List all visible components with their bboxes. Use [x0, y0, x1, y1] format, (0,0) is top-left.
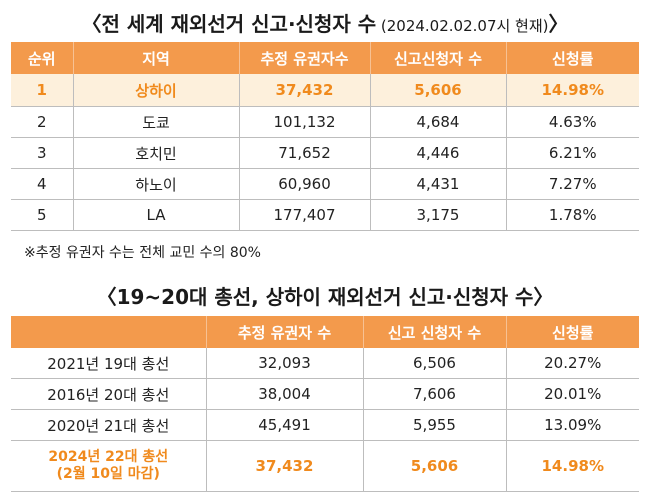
table-row: 5 LA 177,407 3,175 1.78%	[11, 199, 639, 231]
voters-cell: 45,491	[206, 409, 364, 441]
rank-cell: 5	[11, 199, 74, 231]
shanghai-election-table: 추정 유권자 수 신고 신청자 수 신청률 2021년 19대 총선 32,09…	[11, 316, 639, 492]
rate-cell: 20.01%	[506, 378, 639, 410]
table2-title: 〈19~20대 총선, 상하이 재외선거 신고·신청자 수〉	[96, 285, 554, 309]
table-header-row: 순위 지역 추정 유권자수 신고신청자 수 신청률	[11, 42, 639, 74]
rank-cell: 2	[11, 106, 74, 138]
region-cell: LA	[73, 199, 240, 231]
column-header-est-voters: 추정 유권자수	[239, 42, 371, 74]
applicants-cell: 7,606	[363, 378, 507, 410]
rank-cell: 1	[11, 74, 74, 107]
table-row: 4 하노이 60,960 4,431 7.27%	[11, 168, 639, 200]
deadline-label: (2월 10일 마감)	[56, 466, 160, 482]
region-cell: 도쿄	[73, 106, 240, 138]
voters-cell: 37,432	[239, 74, 371, 107]
region-cell: 상하이	[73, 74, 240, 107]
table1-title: 〈전 세계 재외선거 신고·신청자 수 (2024.02.02.07시 현재)〉	[81, 12, 569, 36]
applicants-cell: 4,446	[370, 137, 507, 169]
applicants-cell: 5,606	[363, 440, 507, 492]
rate-cell: 20.27%	[506, 348, 639, 379]
election-cell: 2021년 19대 총선	[11, 348, 207, 379]
region-cell: 호치민	[73, 137, 240, 169]
rate-cell: 14.98%	[506, 74, 639, 107]
table-row-current: 2024년 22대 총선 (2월 10일 마감) 37,432 5,606 14…	[11, 440, 639, 492]
voters-cell: 101,132	[239, 106, 371, 138]
table-row: 2 도쿄 101,132 4,684 4.63%	[11, 106, 639, 138]
footnote: ※추정 유권자 수는 전체 교민 수의 80%	[24, 245, 261, 261]
voters-cell: 37,432	[206, 440, 364, 492]
election-cell: 2020년 21대 총선	[11, 409, 207, 441]
election-cell: 2016년 20대 총선	[11, 378, 207, 410]
rate-cell: 13.09%	[506, 409, 639, 441]
voters-cell: 38,004	[206, 378, 364, 410]
rate-cell: 4.63%	[506, 106, 639, 138]
voters-cell: 32,093	[206, 348, 364, 379]
rate-cell: 7.27%	[506, 168, 639, 200]
column-header-election	[11, 316, 207, 348]
column-header-rate: 신청률	[506, 316, 639, 348]
rate-cell: 6.21%	[506, 137, 639, 169]
rank-cell: 3	[11, 137, 74, 169]
table-row: 2016년 20대 총선 38,004 7,606 20.01%	[11, 378, 639, 410]
applicants-cell: 3,175	[370, 199, 507, 231]
applicants-cell: 5,606	[370, 74, 507, 107]
rate-cell: 1.78%	[506, 199, 639, 231]
applicants-cell: 4,684	[370, 106, 507, 138]
column-header-est-voters: 추정 유권자 수	[206, 316, 364, 348]
table-row: 2020년 21대 총선 45,491 5,955 13.09%	[11, 409, 639, 441]
column-header-rate: 신청률	[506, 42, 639, 74]
table-header-row: 추정 유권자 수 신고 신청자 수 신청률	[11, 316, 639, 348]
applicants-cell: 6,506	[363, 348, 507, 379]
election-label: 2024년 22대 총선	[48, 449, 169, 465]
column-header-region: 지역	[73, 42, 240, 74]
rank-cell: 4	[11, 168, 74, 200]
table-row: 1 상하이 37,432 5,606 14.98%	[11, 74, 639, 107]
voters-cell: 177,407	[239, 199, 371, 231]
column-header-applicants: 신고 신청자 수	[363, 316, 507, 348]
voters-cell: 71,652	[239, 137, 371, 169]
applicants-cell: 4,431	[370, 168, 507, 200]
table-row: 3 호치민 71,652 4,446 6.21%	[11, 137, 639, 169]
overseas-registration-table: 순위 지역 추정 유권자수 신고신청자 수 신청률 1 상하이 37,432 5…	[11, 42, 639, 231]
region-cell: 하노이	[73, 168, 240, 200]
applicants-cell: 5,955	[363, 409, 507, 441]
rate-cell: 14.98%	[506, 440, 639, 492]
voters-cell: 60,960	[239, 168, 371, 200]
election-cell: 2024년 22대 총선 (2월 10일 마감)	[11, 440, 207, 492]
table-row: 2021년 19대 총선 32,093 6,506 20.27%	[11, 348, 639, 379]
column-header-rank: 순위	[11, 42, 74, 74]
column-header-applicants: 신고신청자 수	[370, 42, 507, 74]
